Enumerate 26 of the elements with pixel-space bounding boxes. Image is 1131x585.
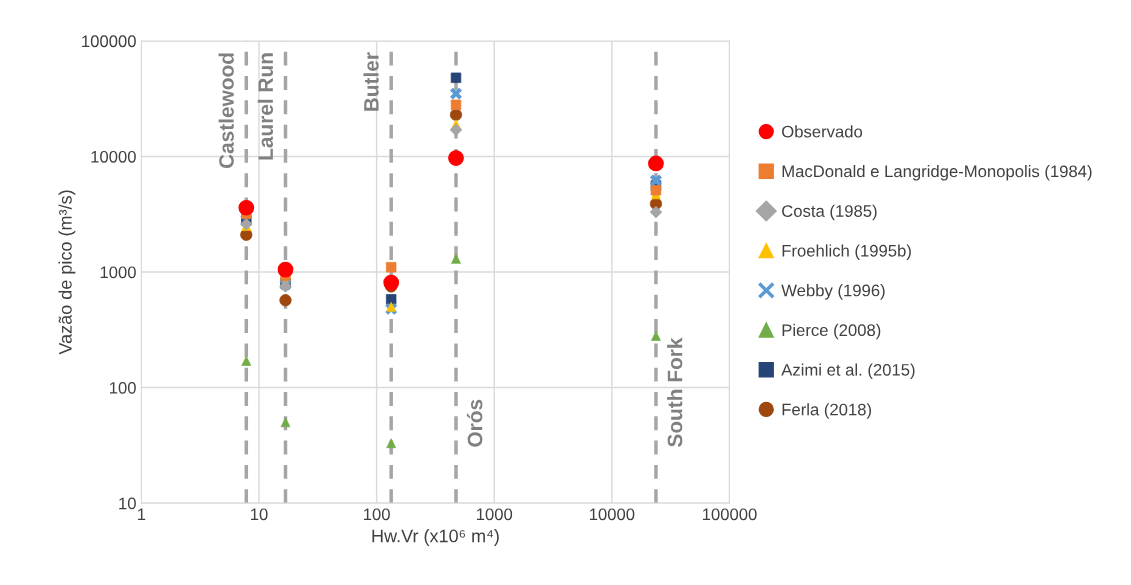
- ref-line-label: Castlewood: [218, 53, 234, 169]
- legend-label: Ferla (2018): [782, 403, 871, 419]
- ref-line-label: Orós: [466, 399, 483, 447]
- x-tick-label: 10000: [589, 508, 635, 521]
- ref-line-label: South Fork: [667, 337, 683, 447]
- legend-label: MacDonald e Langridge-Monopolis (1984): [782, 165, 1092, 181]
- y-axis-title: Vazão de pico (m³/s): [58, 190, 76, 355]
- legend-label: Pierce (2008): [782, 323, 881, 340]
- x-axis-title: Hw.Vr (x10⁶ m⁴): [372, 529, 499, 546]
- y-tick-label: 1000: [100, 266, 136, 279]
- x-tick-label: 1000: [476, 508, 513, 521]
- x-tick-label: 1: [138, 508, 146, 521]
- legend-label: Costa (1985): [782, 204, 877, 221]
- y-tick-label: 10: [119, 497, 136, 510]
- legend-label: Froehlich (1995b): [782, 244, 911, 260]
- y-tick-label: 100: [109, 381, 136, 394]
- x-tick-label: 100: [363, 508, 390, 521]
- legend-label: Observado: [782, 125, 863, 138]
- ref-line-label: Butler: [363, 52, 379, 111]
- x-tick-label: 10: [251, 508, 268, 521]
- legend-label: Webby (1996): [781, 284, 885, 300]
- ref-line-label: Laurel Run: [257, 53, 274, 160]
- y-tick-label: 100000: [82, 35, 136, 48]
- x-tick-label: 100000: [702, 508, 757, 521]
- y-tick-label: 10000: [91, 150, 136, 163]
- legend-label: Azimi et al. (2015): [781, 363, 915, 380]
